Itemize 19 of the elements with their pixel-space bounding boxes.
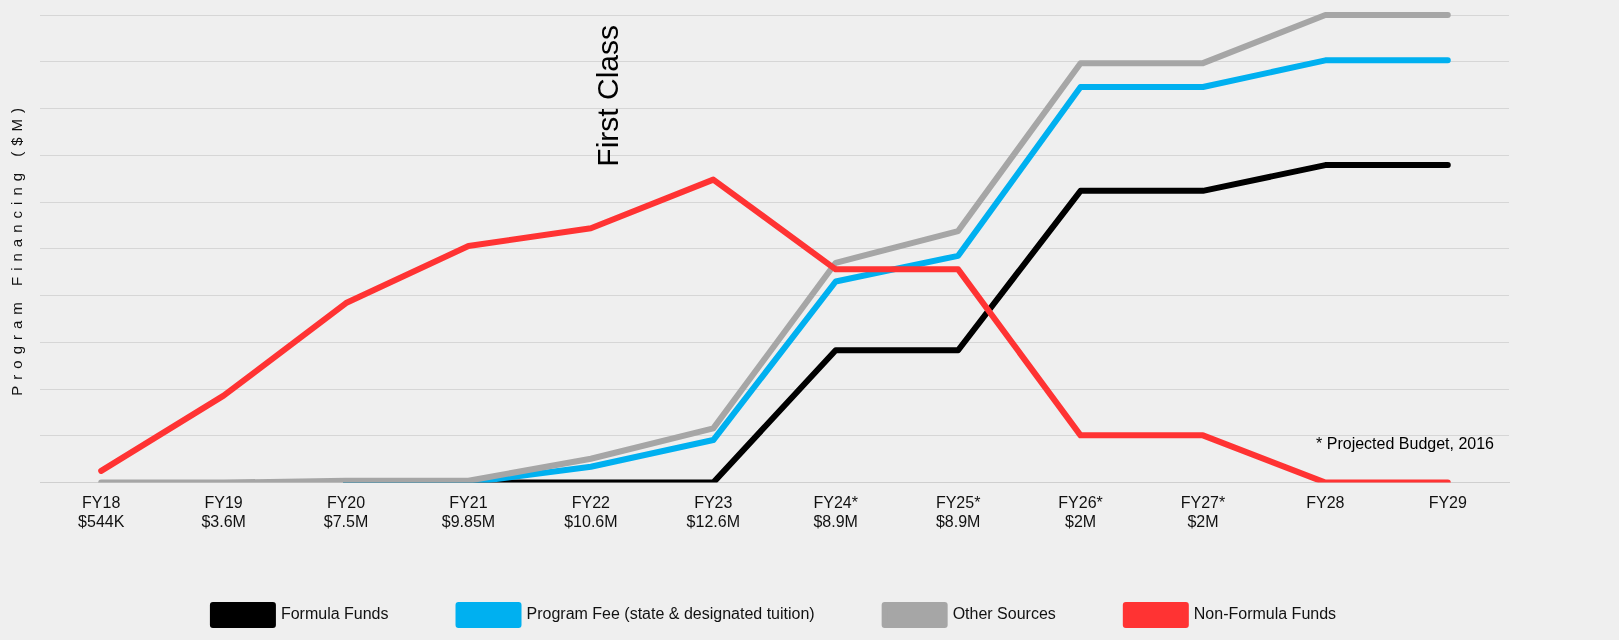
x-tick-label: FY24* $8.9M [813,493,858,530]
y-axis-title: Program Financing ($M) [8,101,26,396]
x-tick-label: FY29 [1428,493,1468,511]
legend-label: Other Sources [952,605,1056,623]
legend-label: Formula Funds [280,605,389,623]
x-tick-label: FY20 $7.5M [323,493,369,530]
legend-label: Non-Formula Funds [1193,605,1337,623]
x-tick-label: FY23 $12.6M [686,493,740,530]
x-tick-label: FY26* $2M [1058,493,1103,530]
x-tick-label: FY19 $3.6M [201,493,246,530]
x-tick-label: FY22 $10.6M [564,493,618,530]
x-tick-label: FY25* $8.9M [935,493,981,530]
x-tick-label: FY18 $544K [78,493,125,530]
x-tick-label: FY27* $2M [1180,493,1226,530]
x-tick-label: FY28 [1306,493,1345,511]
legend-label: Program Fee (state & designated tuition) [526,605,815,623]
annotation: * Projected Budget, 2016 [1316,435,1495,453]
x-tick-label: FY21 $9.85M [441,493,496,530]
annotation: First Class [590,25,624,167]
